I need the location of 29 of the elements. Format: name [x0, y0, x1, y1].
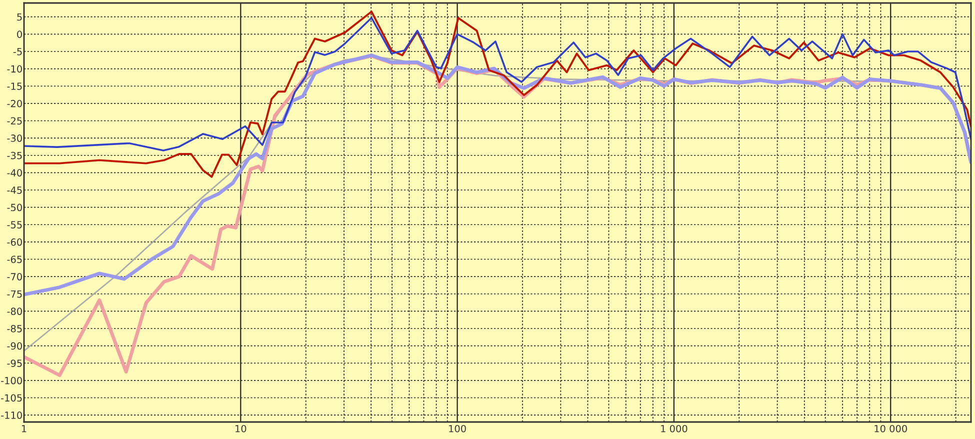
y-tick-label: -105	[1, 394, 22, 402]
x-tick-label: 100	[449, 424, 466, 432]
y-tick-label: -90	[7, 342, 22, 350]
y-tick-label: -75	[7, 290, 22, 298]
y-tick-label: -20	[7, 100, 22, 108]
y-tick-label: -5	[13, 48, 22, 56]
y-tick-label: -45	[7, 186, 22, 194]
y-tick-label: -80	[7, 308, 22, 316]
y-tick-label: -40	[7, 169, 22, 177]
x-tick-label: 1 000	[661, 424, 688, 432]
x-tick-label: 10	[236, 424, 246, 432]
y-tick-label: -55	[7, 221, 22, 228]
y-tick-label: -85	[7, 324, 22, 332]
y-tick-label: -35	[7, 152, 22, 160]
y-tick-label: -95	[7, 360, 22, 367]
y-tick-label: -70	[7, 273, 22, 280]
y-tick-label: -65	[7, 256, 22, 264]
x-tick-label: 1	[22, 425, 26, 432]
x-tick-label: 10 000	[874, 424, 907, 432]
y-tick-label: 5	[17, 13, 22, 21]
y-tick-label: -110	[1, 412, 22, 419]
y-tick-label: -50	[7, 204, 22, 212]
y-tick-label: -60	[7, 238, 22, 246]
y-tick-label: 0	[17, 30, 22, 38]
y-tick-label: -25	[7, 117, 22, 125]
y-tick-label: -100	[1, 376, 22, 384]
y-tick-label: -15	[7, 82, 22, 90]
y-tick-label: -30	[7, 134, 22, 142]
y-tick-label: -10	[7, 65, 22, 73]
